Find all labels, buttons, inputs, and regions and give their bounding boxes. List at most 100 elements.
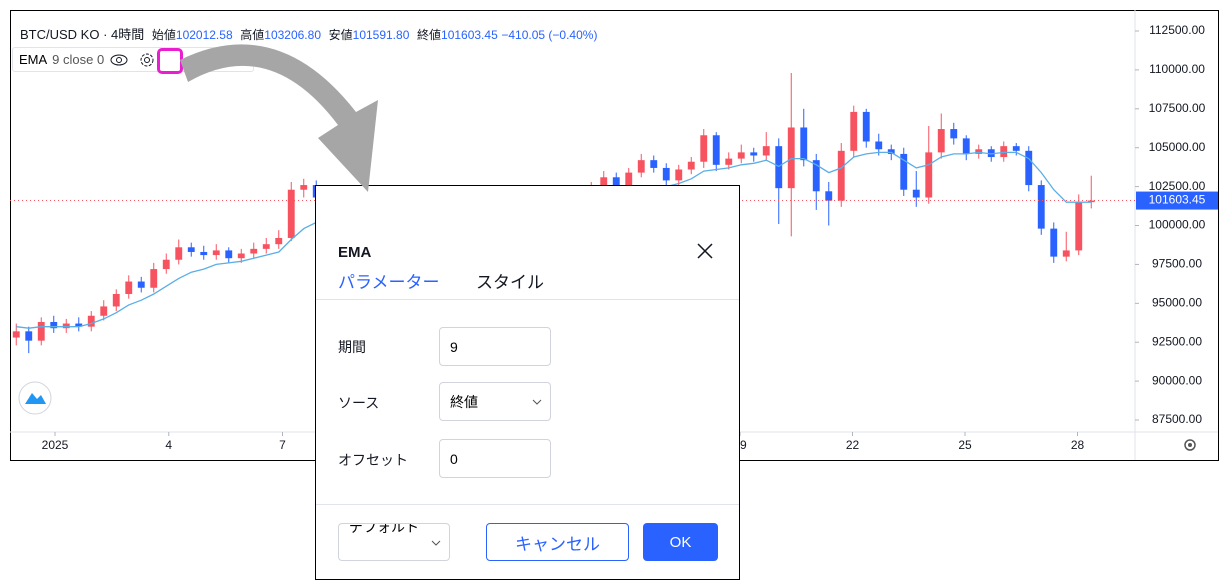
candle-body [625,173,632,185]
last-price-label: 101603.45 [1149,193,1206,207]
dialog-title: EMA [338,244,371,261]
candle-body [688,162,695,170]
indicator-legend[interactable]: EMA 9 close 0 [12,47,254,72]
source-select[interactable]: 終値 [439,382,551,421]
y-tick-label: 100000.00 [1149,218,1206,232]
eye-icon[interactable] [109,53,129,67]
field-label: オフセット [338,450,408,470]
candle-body [1038,185,1045,229]
symbol-header: BTC/USD KO · 4時間 始値102012.58 高値103206.80… [20,24,597,43]
candle-body [738,152,745,158]
source-value: 終値 [450,392,478,412]
defaults-label: デフォルト [349,523,419,535]
candle-body [763,146,770,155]
close-button[interactable] [696,242,714,260]
candle-body [1000,146,1007,157]
settings-icon[interactable] [1185,440,1195,450]
cancel-button[interactable]: キャンセル [486,523,629,561]
low-label: 安値 [329,28,353,42]
y-tick-label: 107500.00 [1149,101,1206,115]
candle-body [288,190,295,238]
candle-body [1075,202,1082,250]
candle-body [63,324,70,329]
candle-body [938,129,945,152]
chevron [431,540,441,546]
candle-body [750,152,757,155]
candle-body [13,331,20,337]
candle-body [150,269,157,288]
candle-body [925,152,932,197]
divider [316,504,739,505]
y-tick-label: 92500.00 [1152,334,1202,348]
candle-body [113,294,120,306]
x-tick-label: 25 [958,438,972,452]
y-tick-label: 95000.00 [1152,295,1202,309]
divider [316,299,739,300]
gear-highlight [157,48,183,74]
symbol: BTC/USD KO · 4時間 [20,27,144,42]
ok-button[interactable]: OK [643,523,718,561]
candle-body [138,282,145,288]
y-tick-label: 112500.00 [1149,23,1205,37]
candle-body [650,160,657,168]
settings-dialog: EMA パラメーター スタイル 期間 9 ソース 終値 オフセット 0 デフォル… [315,185,740,580]
y-tick-label: 97500.00 [1152,257,1202,271]
y-tick-label: 90000.00 [1152,373,1202,387]
x-tick-label: 2025 [42,438,69,452]
candle-body [838,151,845,201]
candle-body [1013,146,1020,151]
candle-body [663,168,670,180]
candle-body [125,282,132,294]
candle-body [200,252,207,255]
open-label: 始値 [152,28,176,42]
candle-body [638,160,645,172]
candle-body [250,249,257,254]
candle-body [163,260,170,269]
y-tick-label: 87500.00 [1152,412,1202,426]
candle-body [675,169,682,180]
y-tick-label: 102500.00 [1149,179,1206,193]
x-tick-label: 4 [165,438,172,452]
candle-body [263,244,270,249]
field-label: 期間 [338,337,366,357]
high-label: 高値 [240,28,264,42]
y-tick-label: 110000.00 [1149,62,1205,76]
candle-body [963,138,970,154]
candle-body [775,146,782,188]
candle-body [913,190,920,198]
tab-style[interactable]: スタイル [476,268,544,293]
candle-body [1063,250,1070,256]
close-value: 101603.45 [441,28,498,42]
candle-body [88,316,95,327]
low-value: 101591.80 [353,28,410,42]
candle-body [188,247,195,252]
candle-body [950,129,957,138]
candle-body [863,112,870,142]
indicator-params: 9 close 0 [52,52,104,67]
period-input[interactable]: 9 [439,327,551,366]
candle-body [825,191,832,200]
indicator-name: EMA [19,52,47,67]
candle-body [38,322,45,341]
open-value: 102012.58 [176,28,233,42]
candle-body [1050,229,1057,257]
candle-body [225,250,232,258]
page: 87500.00 90000.00 92500.00 95000.00 97500.00… [0,0,1220,574]
defaults-select[interactable]: デフォルト [338,523,450,561]
field-label: ソース [338,393,379,413]
candle-body [613,177,620,185]
chevron [532,399,542,405]
x-tick-label: 22 [846,438,860,452]
offset-input[interactable]: 0 [439,439,551,478]
gear-icon[interactable] [138,51,156,69]
candle-body [238,254,245,259]
tab-parameters[interactable]: パラメーター [338,268,440,293]
candle-body [1025,151,1032,185]
candle-body [850,112,857,151]
candle-body [800,127,807,160]
candle-body [725,159,732,165]
x-tick-label: 7 [279,438,286,452]
candle-body [788,127,795,188]
candle-body [25,331,32,340]
x-tick-label: 28 [1071,438,1085,452]
